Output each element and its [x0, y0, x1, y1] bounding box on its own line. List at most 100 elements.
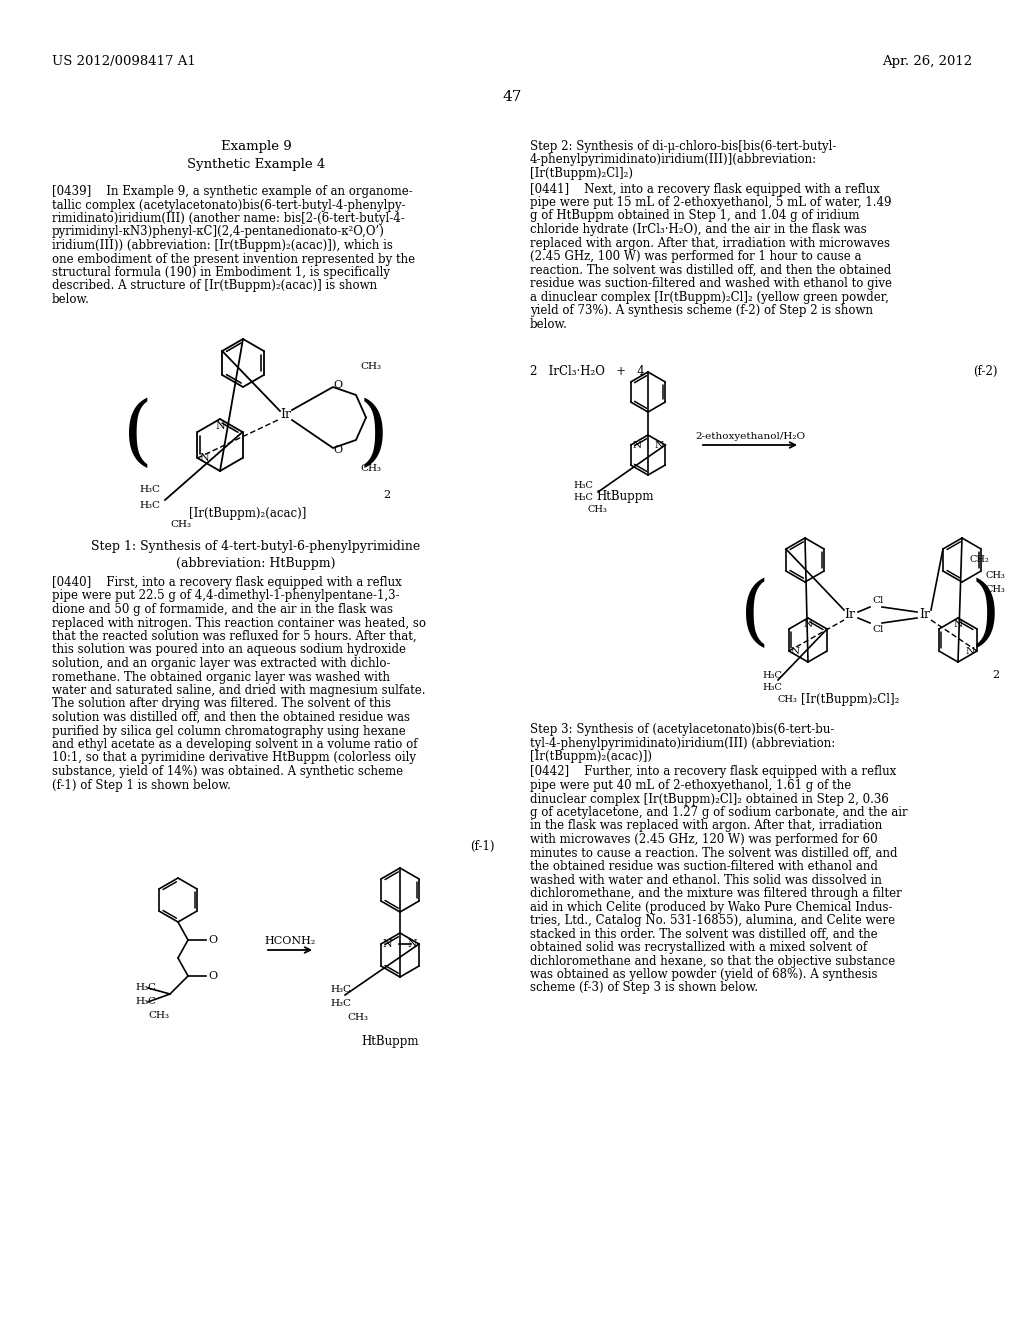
Text: The solution after drying was filtered. The solvent of this: The solution after drying was filtered. … [52, 697, 391, 710]
Text: H₃C: H₃C [135, 983, 156, 993]
Text: N: N [966, 647, 975, 656]
Text: structural formula (190) in Embodiment 1, is specifically: structural formula (190) in Embodiment 1… [52, 267, 390, 279]
Text: CH₃: CH₃ [588, 506, 608, 515]
Text: that the reacted solution was refluxed for 5 hours. After that,: that the reacted solution was refluxed f… [52, 630, 417, 643]
Text: and ethyl acetate as a developing solvent in a volume ratio of: and ethyl acetate as a developing solven… [52, 738, 418, 751]
Text: 2-ethoxyethanol/H₂O: 2-ethoxyethanol/H₂O [695, 432, 805, 441]
Text: (: ( [123, 399, 153, 473]
Text: tyl-4-phenylpyrimidinato)iridium(III) (abbreviation:: tyl-4-phenylpyrimidinato)iridium(III) (a… [530, 737, 836, 750]
Text: CH₃: CH₃ [985, 570, 1005, 579]
Text: with microwaves (2.45 GHz, 120 W) was performed for 60: with microwaves (2.45 GHz, 120 W) was pe… [530, 833, 878, 846]
Text: romethane. The obtained organic layer was washed with: romethane. The obtained organic layer wa… [52, 671, 390, 684]
Text: N: N [200, 453, 209, 463]
Text: O: O [208, 972, 217, 981]
Text: scheme (f-3) of Step 3 is shown below.: scheme (f-3) of Step 3 is shown below. [530, 982, 758, 994]
Text: purified by silica gel column chromatography using hexane: purified by silica gel column chromatogr… [52, 725, 406, 738]
Text: pipe were put 15 mL of 2-ethoxyethanol, 5 mL of water, 1.49: pipe were put 15 mL of 2-ethoxyethanol, … [530, 195, 892, 209]
Text: [0439]    In Example 9, a synthetic example of an organome-: [0439] In Example 9, a synthetic example… [52, 185, 413, 198]
Text: a dinuclear complex [Ir(tBuppm)₂Cl]₂ (yellow green powder,: a dinuclear complex [Ir(tBuppm)₂Cl]₂ (ye… [530, 290, 889, 304]
Text: CH₃: CH₃ [360, 465, 381, 473]
Text: [0440]    First, into a recovery flask equipped with a reflux: [0440] First, into a recovery flask equi… [52, 576, 401, 589]
Text: reaction. The solvent was distilled off, and then the obtained: reaction. The solvent was distilled off,… [530, 264, 891, 276]
Text: N: N [383, 939, 392, 949]
Text: H₃C: H₃C [762, 684, 782, 693]
Text: N: N [633, 441, 642, 450]
Text: this solution was poured into an aqueous sodium hydroxide: this solution was poured into an aqueous… [52, 644, 406, 656]
Text: (: ( [740, 578, 770, 652]
Text: N: N [804, 620, 813, 630]
Text: below.: below. [530, 318, 568, 330]
Text: [Ir(tBuppm)₂Cl]₂): [Ir(tBuppm)₂Cl]₂) [530, 168, 633, 180]
Text: [Ir(tBuppm)₂(acac)]): [Ir(tBuppm)₂(acac)]) [530, 750, 652, 763]
Text: CH₃: CH₃ [347, 1014, 368, 1023]
Text: one embodiment of the present invention represented by the: one embodiment of the present invention … [52, 252, 415, 265]
Text: iridium(III)) (abbreviation: [Ir(tBuppm)₂(acac)]), which is: iridium(III)) (abbreviation: [Ir(tBuppm)… [52, 239, 393, 252]
Text: replaced with argon. After that, irradiation with microwaves: replaced with argon. After that, irradia… [530, 236, 890, 249]
Text: aid in which Celite (produced by Wako Pure Chemical Indus-: aid in which Celite (produced by Wako Pu… [530, 900, 893, 913]
Text: N: N [654, 441, 664, 450]
Text: washed with water and ethanol. This solid was dissolved in: washed with water and ethanol. This soli… [530, 874, 882, 887]
Text: residue was suction-filtered and washed with ethanol to give: residue was suction-filtered and washed … [530, 277, 892, 290]
Text: 2   IrCl₃·H₂O   +   4: 2 IrCl₃·H₂O + 4 [530, 366, 645, 378]
Text: (2.45 GHz, 100 W) was performed for 1 hour to cause a: (2.45 GHz, 100 W) was performed for 1 ho… [530, 249, 861, 263]
Text: 2: 2 [992, 671, 999, 680]
Text: O: O [334, 380, 343, 389]
Text: Ir: Ir [845, 609, 855, 622]
Text: H₃C: H₃C [139, 486, 160, 495]
Text: N: N [953, 620, 963, 630]
Text: [0441]    Next, into a recovery flask equipped with a reflux: [0441] Next, into a recovery flask equip… [530, 182, 880, 195]
Text: ): ) [970, 578, 999, 652]
Text: dichloromethane and hexane, so that the objective substance: dichloromethane and hexane, so that the … [530, 954, 895, 968]
Text: g of acetylacetone, and 1.27 g of sodium carbonate, and the air: g of acetylacetone, and 1.27 g of sodium… [530, 807, 907, 818]
Text: US 2012/0098417 A1: US 2012/0098417 A1 [52, 55, 196, 69]
Text: replaced with nitrogen. This reaction container was heated, so: replaced with nitrogen. This reaction co… [52, 616, 426, 630]
Text: Step 2: Synthesis of di-μ-chloro-bis[bis(6-tert-butyl-: Step 2: Synthesis of di-μ-chloro-bis[bis… [530, 140, 837, 153]
Text: [Ir(tBuppm)₂Cl]₂: [Ir(tBuppm)₂Cl]₂ [801, 693, 899, 706]
Text: was obtained as yellow powder (yield of 68%). A synthesis: was obtained as yellow powder (yield of … [530, 968, 878, 981]
Text: dichloromethane, and the mixture was filtered through a filter: dichloromethane, and the mixture was fil… [530, 887, 902, 900]
Text: in the flask was replaced with argon. After that, irradiation: in the flask was replaced with argon. Af… [530, 820, 883, 833]
Text: tries, Ltd., Catalog No. 531-16855), alumina, and Celite were: tries, Ltd., Catalog No. 531-16855), alu… [530, 913, 895, 927]
Text: (abbreviation: HtBuppm): (abbreviation: HtBuppm) [176, 557, 336, 570]
Text: dinuclear complex [Ir(tBuppm)₂Cl]₂ obtained in Step 2, 0.36: dinuclear complex [Ir(tBuppm)₂Cl]₂ obtai… [530, 792, 889, 805]
Text: [0442]    Further, into a recovery flask equipped with a reflux: [0442] Further, into a recovery flask eq… [530, 766, 896, 779]
Text: H₃C: H₃C [762, 671, 782, 680]
Text: Step 1: Synthesis of 4-tert-butyl-6-phenylpyrimidine: Step 1: Synthesis of 4-tert-butyl-6-phen… [91, 540, 421, 553]
Text: HtBuppm: HtBuppm [361, 1035, 419, 1048]
Text: N: N [791, 647, 800, 656]
Text: rimidinato)iridium(III) (another name: bis[2-(6-tert-butyl-4-: rimidinato)iridium(III) (another name: b… [52, 213, 404, 224]
Text: yield of 73%). A synthesis scheme (f-2) of Step 2 is shown: yield of 73%). A synthesis scheme (f-2) … [530, 304, 873, 317]
Text: Cl: Cl [872, 597, 884, 605]
Text: H₃C: H₃C [330, 986, 351, 994]
Text: pipe were put 22.5 g of 4,4-dimethyl-1-phenylpentane-1,3-: pipe were put 22.5 g of 4,4-dimethyl-1-p… [52, 590, 399, 602]
Text: CH₂: CH₂ [970, 556, 990, 565]
Text: Cl: Cl [872, 624, 884, 634]
Text: N: N [215, 421, 225, 432]
Text: HtBuppm: HtBuppm [596, 490, 653, 503]
Text: (f-1) of Step 1 is shown below.: (f-1) of Step 1 is shown below. [52, 779, 230, 792]
Text: O: O [208, 935, 217, 945]
Text: [Ir(tBuppm)₂(acac)]: [Ir(tBuppm)₂(acac)] [189, 507, 306, 520]
Text: Example 9: Example 9 [220, 140, 292, 153]
Text: 47: 47 [503, 90, 521, 104]
Text: obtained solid was recrystallized with a mixed solvent of: obtained solid was recrystallized with a… [530, 941, 867, 954]
Text: CH₃: CH₃ [148, 1011, 169, 1020]
Text: described. A structure of [Ir(tBuppm)₂(acac)] is shown: described. A structure of [Ir(tBuppm)₂(a… [52, 280, 377, 293]
Text: H₃C: H₃C [573, 494, 593, 503]
Text: (f-1): (f-1) [470, 840, 495, 853]
Text: (f-2): (f-2) [974, 366, 998, 378]
Text: pyrimidinyl-κN3)phenyl-κC](2,4-pentanedionato-κ²O,O’): pyrimidinyl-κN3)phenyl-κC](2,4-pentanedi… [52, 226, 385, 239]
Text: solution was distilled off, and then the obtained residue was: solution was distilled off, and then the… [52, 711, 410, 723]
Text: Synthetic Example 4: Synthetic Example 4 [186, 158, 326, 172]
Text: N: N [408, 939, 417, 949]
Text: H₃C: H₃C [573, 480, 593, 490]
Text: 10:1, so that a pyrimidine derivative HtBuppm (colorless oily: 10:1, so that a pyrimidine derivative Ht… [52, 751, 416, 764]
Text: CH₃: CH₃ [360, 362, 381, 371]
Text: dione and 50 g of formamide, and the air in the flask was: dione and 50 g of formamide, and the air… [52, 603, 393, 616]
Text: H₃C: H₃C [135, 998, 156, 1006]
Text: minutes to cause a reaction. The solvent was distilled off, and: minutes to cause a reaction. The solvent… [530, 846, 897, 859]
Text: 4-phenylpyrimidinato)iridium(III)](abbreviation:: 4-phenylpyrimidinato)iridium(III)](abbre… [530, 153, 817, 166]
Text: CH₃: CH₃ [170, 520, 191, 529]
Text: O: O [334, 445, 343, 455]
Text: stacked in this order. The solvent was distilled off, and the: stacked in this order. The solvent was d… [530, 928, 878, 940]
